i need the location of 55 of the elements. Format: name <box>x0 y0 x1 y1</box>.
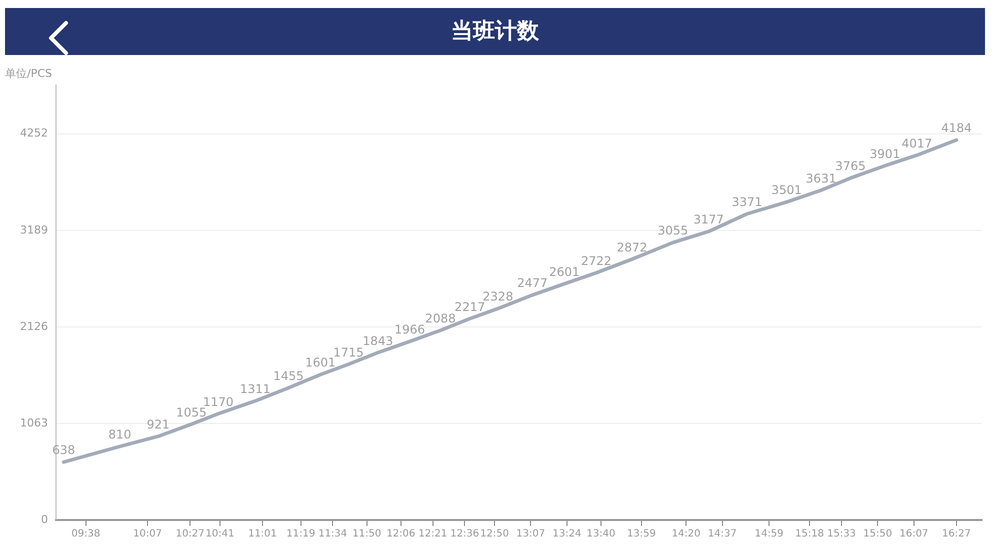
x-tick-label: 14:20 <box>672 528 701 540</box>
data-label: 4017 <box>902 136 932 150</box>
x-tick-label: 14:59 <box>754 528 784 540</box>
x-tick-label: 15:50 <box>863 528 892 540</box>
x-tick-label: 10:07 <box>133 528 162 540</box>
data-label: 2477 <box>517 276 548 290</box>
x-tick-label: 15:18 <box>795 528 824 540</box>
x-tick-label: 12:06 <box>386 528 416 540</box>
y-tick-label: 4252 <box>20 126 48 140</box>
data-label: 3631 <box>806 171 836 186</box>
data-label: 3901 <box>870 146 900 161</box>
x-tick-label: 09:38 <box>71 528 100 540</box>
y-axis-title: 单位/PCS <box>5 66 52 81</box>
x-tick-label: 13:40 <box>586 528 616 540</box>
data-label: 3765 <box>835 159 866 174</box>
data-label: 3177 <box>693 212 724 227</box>
data-label: 1311 <box>240 382 271 396</box>
data-label: 2217 <box>454 300 486 314</box>
y-tick-label: 1063 <box>20 416 48 430</box>
x-tick-label: 12:36 <box>450 528 480 540</box>
data-label: 2601 <box>549 264 580 279</box>
x-tick-label: 13:24 <box>552 528 582 540</box>
x-tick-label: 13:59 <box>626 528 656 540</box>
x-tick-label: 15:33 <box>827 528 856 540</box>
data-label: 2872 <box>616 240 648 254</box>
data-label: 2328 <box>482 290 514 304</box>
data-label: 1843 <box>362 334 394 348</box>
y-tick-label: 3189 <box>20 223 48 236</box>
chart-title: 当班计数 <box>5 8 985 55</box>
x-tick-label: 11:01 <box>248 528 277 540</box>
data-label: 2088 <box>425 312 456 326</box>
data-label: 3501 <box>771 183 802 198</box>
data-label: 1601 <box>305 356 336 370</box>
data-label: 810 <box>108 428 132 442</box>
data-label: 3055 <box>658 224 688 238</box>
data-label: 1966 <box>394 322 426 337</box>
y-tick-label: 0 <box>41 512 48 526</box>
data-label: 2722 <box>581 254 612 268</box>
data-label: 4184 <box>941 121 972 136</box>
x-tick-label: 12:50 <box>480 528 509 540</box>
x-tick-label: 16:27 <box>942 528 971 540</box>
x-tick-label: 10:41 <box>205 528 234 540</box>
x-tick-label: 11:34 <box>318 528 348 540</box>
data-label: 1455 <box>273 368 304 383</box>
data-label: 3371 <box>732 194 762 209</box>
x-tick-label: 12:21 <box>418 528 448 540</box>
y-tick-label: 2126 <box>20 320 48 333</box>
data-label: 921 <box>146 417 170 432</box>
x-tick-label: 11:50 <box>352 528 382 540</box>
x-tick-label: 13:07 <box>516 528 546 540</box>
data-label: 1715 <box>333 345 364 360</box>
x-tick-label: 11:19 <box>286 528 316 540</box>
x-tick-label: 16:07 <box>899 528 928 540</box>
x-tick-label: 10:27 <box>176 528 205 540</box>
x-tick-label: 14:37 <box>708 528 737 540</box>
